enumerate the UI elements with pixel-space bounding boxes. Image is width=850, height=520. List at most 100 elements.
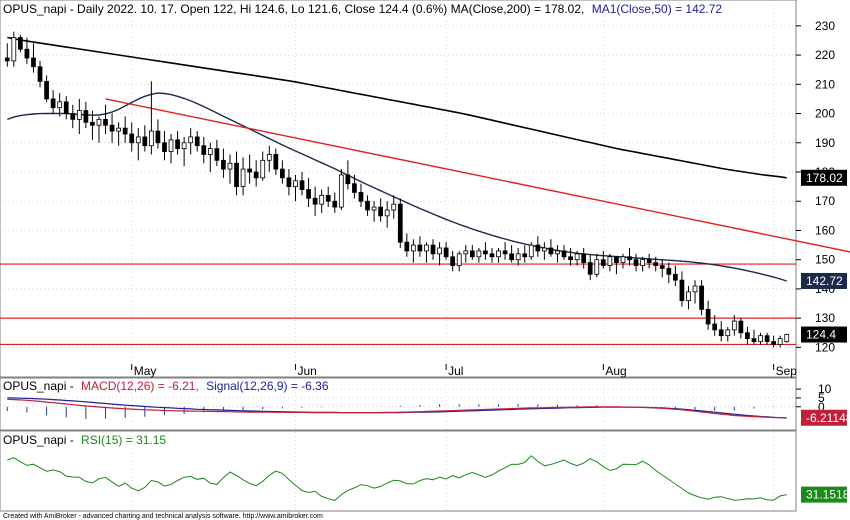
candle-body: [437, 247, 442, 255]
candle-body: [352, 183, 357, 193]
candle-body: [96, 118, 102, 126]
month-label: Aug: [605, 364, 626, 378]
candle-body: [50, 98, 56, 109]
candle-body: [679, 279, 685, 302]
candle-body: [319, 194, 325, 205]
candle-body: [528, 244, 534, 258]
price-tick-label: 160: [815, 223, 835, 237]
candle-body: [24, 48, 30, 59]
candle-body: [574, 253, 580, 261]
rsi-path: [7, 455, 787, 501]
candle-body: [587, 262, 593, 275]
candlesticks: [4, 31, 790, 348]
candle-body: [391, 203, 397, 211]
candle-body: [286, 177, 292, 188]
candle-body: [712, 323, 718, 331]
candle-body: [175, 139, 180, 150]
candle-body: [522, 253, 528, 258]
value-tag-text: 124.4: [806, 328, 836, 342]
macd-tick-label: 0: [818, 400, 825, 414]
candle-body: [181, 142, 187, 150]
candle-body: [293, 180, 298, 188]
ma50-legend: MA1(Close,50) = 142.72: [592, 2, 723, 16]
macd-legend-macd: MACD(12,26) = -6.21,: [81, 379, 199, 393]
candle-body: [122, 127, 128, 135]
macd-path: [7, 398, 787, 419]
candle-body: [18, 37, 23, 50]
candle-body: [404, 241, 410, 252]
trendline-path: [105, 98, 850, 253]
rsi-legend: OPUS_napi - RSI(15) = 31.15: [3, 433, 166, 447]
candle-body: [745, 332, 750, 340]
candle-body: [600, 259, 606, 266]
candle-body: [509, 253, 514, 261]
candle-body: [705, 308, 711, 325]
candle-body: [358, 192, 364, 202]
price-tick-label: 230: [815, 19, 835, 33]
candle-body: [149, 130, 154, 147]
value-tag-text: 31.1518: [806, 488, 850, 502]
trendline: [105, 98, 850, 253]
candle-body: [646, 259, 652, 264]
candle-body: [699, 285, 704, 310]
candle-body: [751, 338, 757, 342]
candle-body: [312, 197, 318, 205]
ma50-path: [7, 92, 787, 282]
value-tag-bg: [801, 486, 847, 503]
macd-tick-label: 5: [818, 391, 825, 405]
ma50-line: [7, 92, 787, 282]
candle-body: [456, 253, 462, 266]
rsi-panel: 31.1518 OPUS_napi - RSI(15) = 31.15: [0, 430, 850, 512]
candle-body: [469, 250, 475, 258]
candle-body: [555, 250, 560, 255]
value-tag-bg: [801, 409, 847, 426]
candle-body: [417, 244, 423, 252]
candle-body: [496, 250, 501, 258]
candle-body: [535, 244, 541, 252]
ma200-path: [7, 36, 787, 179]
candle-body: [280, 168, 285, 179]
price-legend-prefix: OPUS_napi - Daily 2022. 10. 17. Open 122…: [3, 2, 584, 16]
candle-body: [627, 256, 632, 261]
candle-body: [777, 338, 783, 345]
month-label: Jul: [448, 364, 463, 378]
price-tick-label: 130: [815, 311, 835, 325]
candle-body: [155, 130, 161, 144]
candle-body: [731, 320, 737, 331]
candle-body: [725, 329, 731, 337]
candle-body: [194, 136, 200, 147]
value-tag-bg: [801, 326, 847, 343]
candle-body: [221, 159, 226, 170]
candle-body: [771, 341, 776, 345]
candle-body: [162, 142, 167, 152]
value-tag-bg: [801, 169, 847, 186]
candle-body: [653, 262, 659, 266]
candle-body: [325, 194, 331, 202]
candle-body: [718, 329, 724, 337]
month-label: Jun: [297, 364, 316, 378]
price-tick-label: 120: [815, 340, 835, 354]
candle-body: [568, 256, 573, 261]
price-tick-label: 190: [815, 136, 835, 150]
macd-tick-label: 10: [818, 382, 832, 396]
value-tag-bg: [801, 272, 847, 289]
candle-body: [306, 189, 311, 199]
candle-body: [378, 206, 383, 217]
candle-body: [542, 247, 547, 252]
candle-body: [201, 145, 207, 155]
rsi-legend-value: RSI(15) = 31.15: [81, 433, 166, 447]
price-tick-label: 200: [815, 107, 835, 121]
candle-body: [116, 127, 121, 132]
candle-body: [424, 244, 429, 252]
candle-body: [659, 265, 665, 269]
candle-body: [371, 206, 377, 211]
month-label: May: [134, 364, 157, 378]
candle-body: [345, 174, 351, 185]
candle-body: [240, 168, 246, 188]
candle-body: [738, 320, 744, 334]
candle-body: [129, 133, 135, 144]
